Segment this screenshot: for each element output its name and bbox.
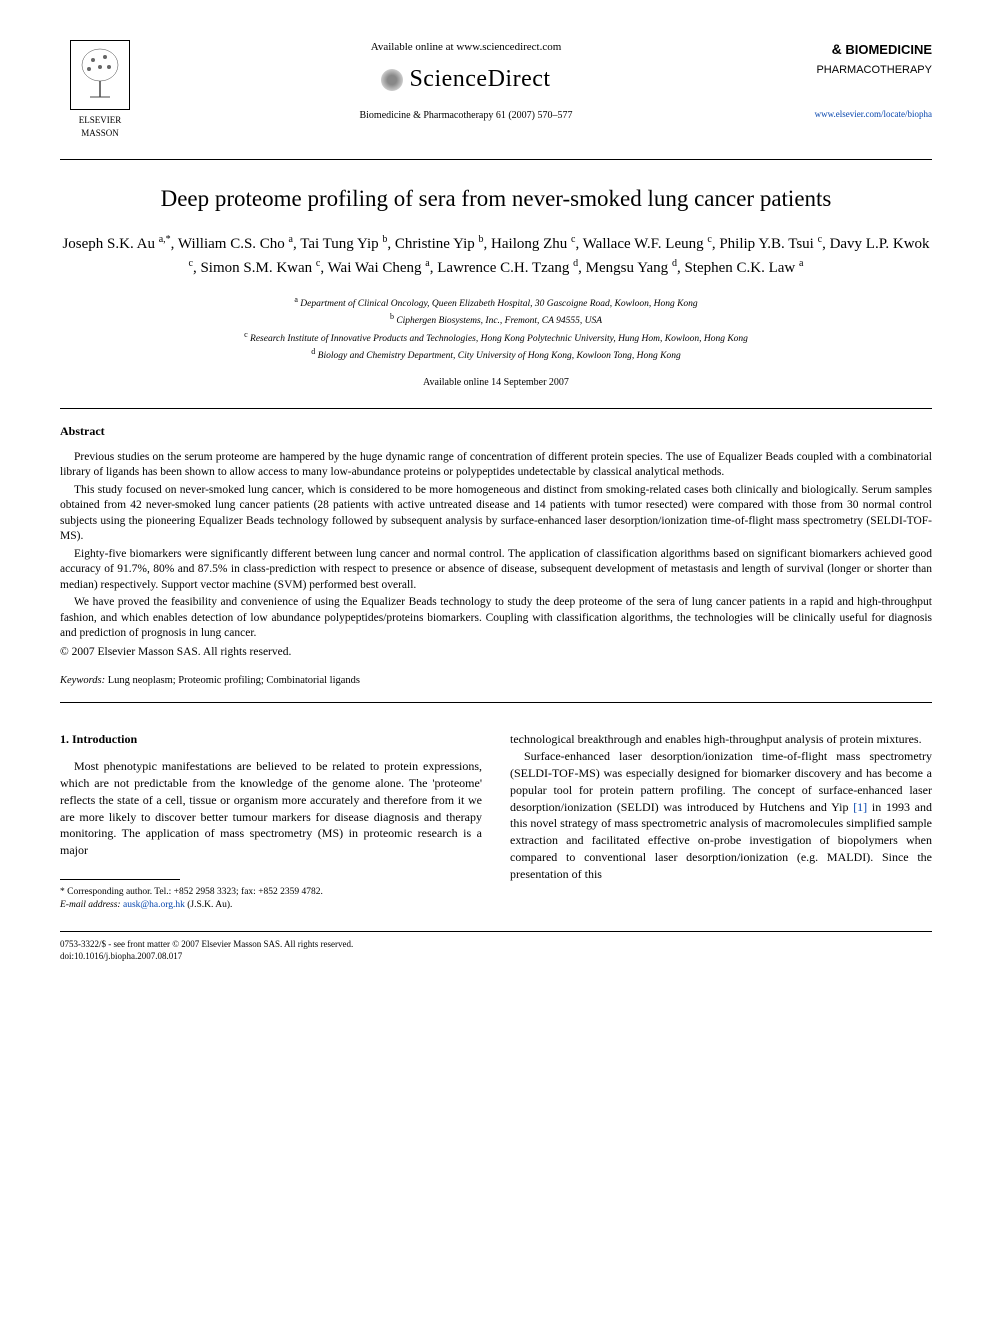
header-rule [60,159,932,160]
intro-para-col2b: Surface-enhanced laser desorption/ioniza… [510,748,932,882]
citation-line: Biomedicine & Pharmacotherapy 61 (2007) … [140,109,792,123]
journal-name-line1: BIOMEDICINE [845,42,932,57]
affiliation-line: a Department of Clinical Oncology, Queen… [60,294,932,311]
footer-block: 0753-3322/$ - see front matter © 2007 El… [60,938,932,963]
footer-doi: doi:10.1016/j.biopha.2007.08.017 [60,950,932,963]
abstract-para-4: We have proved the feasibility and conve… [60,595,932,642]
publisher-logo: ELSEVIER MASSON [60,40,140,139]
corresponding-author-footnote: * Corresponding author. Tel.: +852 2958 … [60,886,482,913]
center-header: Available online at www.sciencedirect.co… [140,40,792,123]
affiliations-block: a Department of Clinical Oncology, Queen… [60,294,932,364]
sciencedirect-brand: ScienceDirect [140,63,792,97]
affiliation-line: b Ciphergen Biosystems, Inc., Fremont, C… [60,311,932,328]
keywords-line: Keywords: Lung neoplasm; Proteomic profi… [60,674,932,689]
body-column-left: 1. Introduction Most phenotypic manifest… [60,731,482,912]
journal-name-line2: PHARMACOTHERAPY [816,64,932,76]
email-suffix: (J.S.K. Au). [187,900,232,910]
corr-email-link[interactable]: ausk@ha.org.hk [123,900,185,910]
footnote-separator [60,879,180,880]
corr-email-line: E-mail address: ausk@ha.org.hk (J.S.K. A… [60,899,482,912]
publisher-name: ELSEVIER MASSON [60,114,140,139]
journal-ampersand: & [832,41,842,57]
abstract-para-3: Eighty-five biomarkers were significantl… [60,547,932,594]
sciencedirect-icon [381,69,403,91]
abstract-para-2: This study focused on never-smoked lung … [60,483,932,545]
affiliation-line: c Research Institute of Innovative Produ… [60,329,932,346]
online-date: Available online 14 September 2007 [60,376,932,390]
keywords-text: Lung neoplasm; Proteomic profiling; Comb… [108,675,360,686]
intro-para-col2a: technological breakthrough and enables h… [510,731,932,748]
article-title: Deep proteome profiling of sera from nev… [60,184,932,214]
sciencedirect-label: ScienceDirect [409,63,550,97]
authors-list: Joseph S.K. Au a,*, William C.S. Cho a, … [60,232,932,280]
abstract-copyright: © 2007 Elsevier Masson SAS. All rights r… [60,644,932,660]
body-column-right: technological breakthrough and enables h… [510,731,932,912]
keywords-label: Keywords: [60,675,105,686]
body-two-column: 1. Introduction Most phenotypic manifest… [60,731,932,912]
intro-para-col1: Most phenotypic manifestations are belie… [60,758,482,859]
article-header-row: ELSEVIER MASSON Available online at www.… [60,40,932,139]
elsevier-tree-icon [70,40,130,110]
corr-author-line: * Corresponding author. Tel.: +852 2958 … [60,886,482,899]
journal-name: & BIOMEDICINE PHARMACOTHERAPY [792,40,932,78]
footer-rule [60,931,932,932]
available-online-text: Available online at www.sciencedirect.co… [140,40,792,55]
ref-link-1[interactable]: [1] [853,800,867,814]
abstract-section: Abstract Previous studies on the serum p… [60,408,932,704]
abstract-heading: Abstract [60,423,932,440]
journal-logo-block: & BIOMEDICINE PHARMACOTHERAPY www.elsevi… [792,40,932,121]
footer-line1: 0753-3322/$ - see front matter © 2007 El… [60,938,932,951]
email-label: E-mail address: [60,900,121,910]
section-heading-intro: 1. Introduction [60,731,482,748]
journal-url-link[interactable]: www.elsevier.com/locate/biopha [792,108,932,121]
affiliation-line: d Biology and Chemistry Department, City… [60,346,932,363]
abstract-para-1: Previous studies on the serum proteome a… [60,450,932,481]
